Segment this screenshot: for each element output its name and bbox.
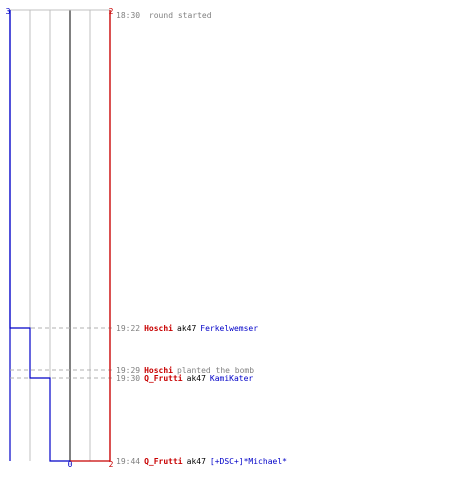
event-log: 19:22 Hoschi ak47 Ferkelwemser 19:29 Hoschi pl… <box>116 323 287 466</box>
red-team-end-count: 2 <box>109 460 114 469</box>
victim-name: KamiKater <box>210 374 254 383</box>
weapon-name: ak47 <box>187 374 206 383</box>
round-start-entry: 18:30 round started <box>116 11 212 20</box>
blue-team-alive-line <box>9 10 70 462</box>
bomb-plant-entry: 19:29 Hoschi planted the bomb <box>116 365 254 375</box>
event-time: 19:44 <box>116 457 140 466</box>
weapon-name: ak47 <box>177 324 196 333</box>
event-time: 19:22 <box>116 324 140 333</box>
event-guides <box>10 327 114 379</box>
event-time: 18:30 <box>116 11 140 20</box>
killer-name: Q_Frutti <box>144 456 183 466</box>
player-name: Hoschi <box>144 365 173 375</box>
event-text: round started <box>149 11 212 20</box>
event-time: 19:30 <box>116 374 140 383</box>
kill-entry: 19:44 Q_Frutti ak47 [+DSC+]*Michael* <box>116 456 287 466</box>
blue-team-start-count: 3 <box>6 7 11 16</box>
weapon-name: ak47 <box>187 457 206 466</box>
event-text: planted the bomb <box>177 366 254 375</box>
killer-name: Hoschi <box>144 323 173 333</box>
red-team-start-count: 2 <box>109 7 114 16</box>
killer-name: Q_Frutti <box>144 373 183 383</box>
grid <box>9 9 111 461</box>
kill-entry: 19:30 Q_Frutti ak47 KamiKater <box>116 373 253 383</box>
blue-team-end-count: 0 <box>68 460 73 469</box>
victim-name: Ferkelwemser <box>200 324 258 333</box>
event-time: 19:29 <box>116 366 140 375</box>
victim-name: [+DSC+]*Michael* <box>210 457 287 466</box>
red-team-alive-line <box>70 10 111 462</box>
kill-entry: 19:22 Hoschi ak47 Ferkelwemser <box>116 323 258 333</box>
